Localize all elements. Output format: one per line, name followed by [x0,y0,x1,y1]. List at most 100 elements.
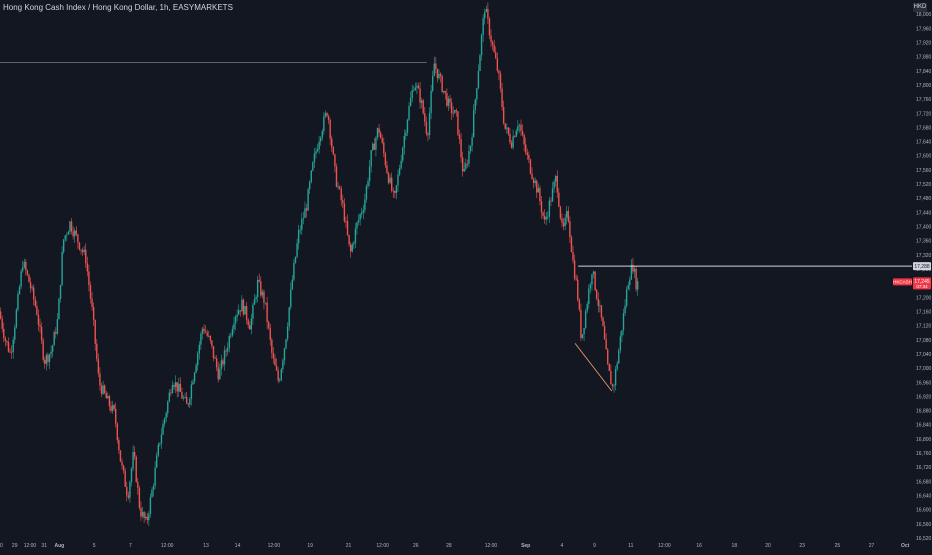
candle-up [58,298,60,320]
candle-down [133,451,136,457]
candle-down [40,326,43,341]
currency-badge[interactable]: HKD [913,3,927,12]
candle-down [496,58,499,71]
candle-up [553,181,555,189]
candle-down [92,306,95,320]
candle-down [602,317,604,326]
candle-down [556,175,558,193]
candle-down [29,282,32,289]
candle-up [252,304,254,319]
candle-up [512,136,514,148]
candle-down [245,306,248,320]
candle-down [381,138,383,143]
y-tick-label: 17,480 [916,196,932,202]
candle-up [599,305,601,307]
candle-down [258,279,260,282]
candle-up [17,293,19,310]
candle-down [80,249,82,251]
candle-up [616,363,618,370]
candle-down [122,465,125,471]
candle-up [307,189,309,211]
candle-down [4,338,7,341]
candle-up [220,360,223,370]
drawings-layer [0,62,912,392]
x-tick-label: 4 [561,543,564,549]
candle-down [460,139,462,158]
y-tick-label: 17,040 [916,352,932,358]
candle-up [290,289,292,308]
candle-up [282,360,284,370]
candle-up [223,350,226,365]
candle-down [99,373,101,386]
candle-down [499,73,502,89]
candle-up [411,90,413,99]
candle-down [529,159,532,174]
candle-down [510,142,513,148]
candle-down [384,153,387,166]
candle-down [89,285,92,299]
candle-down [567,211,570,222]
candle-up [315,151,317,154]
candle-down [115,408,117,424]
candle-up [308,182,311,190]
candle-up [163,418,166,424]
candle-up [414,87,417,91]
candle-down [607,349,609,364]
y-tick-label: 16,520 [916,536,932,542]
candle-up [431,76,434,91]
candle-down [215,358,218,368]
candle-down [394,190,396,193]
last-price-badge [913,277,931,290]
candle-up [168,392,171,402]
x-tick-label: 5 [93,543,96,549]
candle-down [343,203,346,222]
candle-up [433,63,435,77]
candle-up [297,229,300,244]
candle-up [321,131,323,138]
x-tick-label: 12:00 [161,543,174,549]
candle-down [390,177,393,191]
x-tick-label: 12:00 [376,543,389,549]
candle-up [102,385,104,394]
candle-up [283,348,286,361]
candle-up [152,485,155,490]
candle-down [558,192,560,207]
candle-up [430,90,432,114]
candle-up [294,256,297,263]
candle-up [83,249,85,253]
level-price-badge [913,262,931,271]
candle-down [135,456,137,482]
candle-down [105,392,107,399]
candle-down [206,332,208,336]
candle-down [103,385,106,393]
candle-down [1,318,3,329]
y-tick-label: 17,520 [916,182,932,188]
candle-down [208,335,210,337]
candle-down [504,123,506,129]
candle-down [173,385,175,387]
candle-up [428,113,431,136]
candle-up [200,334,202,345]
candle-down [6,340,8,343]
candle-up [154,467,156,486]
candle-down [331,138,333,148]
candle-down [242,299,245,315]
x-tick-label: 13 [203,543,209,549]
y-tick-label: 16,880 [916,409,932,415]
candle-up [413,90,415,91]
candle-up [357,219,360,223]
candle-up [409,98,412,106]
candle-down [113,405,115,409]
time-axis: 00 29 12:00 31 Aug 5 7 12:00 13 14 12:00 19 21 12:00 2… [0,543,910,549]
candle-up [359,214,361,220]
candle-up [18,286,21,294]
y-tick-label: 16,560 [916,522,932,528]
candle-up [20,271,22,287]
candle-up [288,307,290,327]
candle-up [625,289,628,306]
candle-up [130,468,133,483]
candle-down [42,340,44,361]
candle-down [185,396,188,404]
